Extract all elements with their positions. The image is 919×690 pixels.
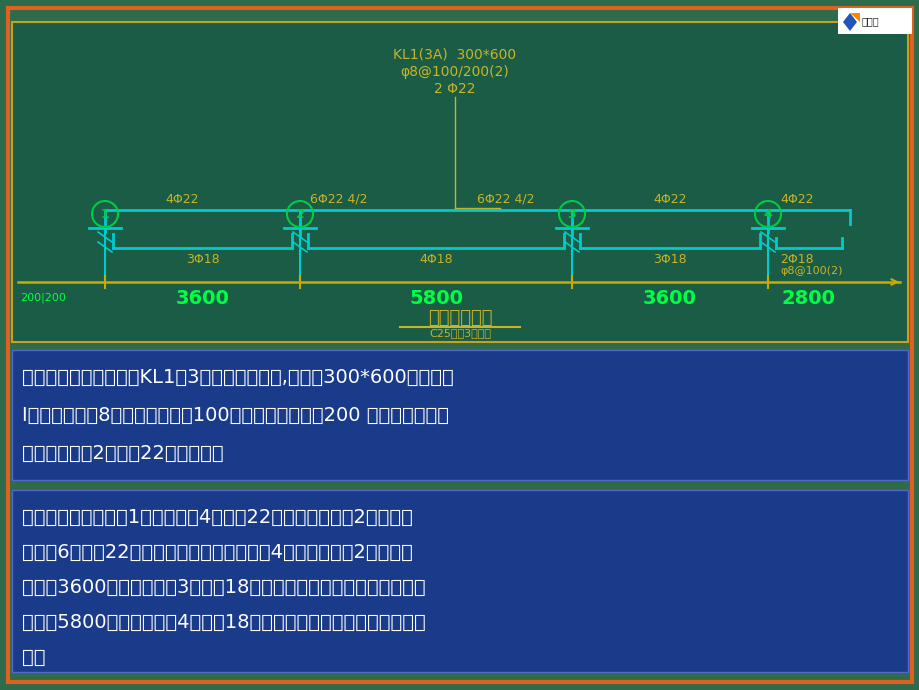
Text: 2800: 2800 [781,288,835,308]
Polygon shape [842,13,857,31]
Text: 3Φ18: 3Φ18 [652,253,686,266]
Text: 6Φ22 4/2: 6Φ22 4/2 [310,193,367,206]
Bar [12,22,907,342]
Text: 2Φ18: 2Φ18 [779,253,812,266]
Text: 4Φ22: 4Φ22 [779,193,812,206]
Text: 4Φ22: 4Φ22 [165,193,199,206]
Text: φ8@100/200(2): φ8@100/200(2) [400,65,509,79]
Bar [837,8,911,34]
Text: 原位标注表示：支座1上部纵筋为4根直径22的二级钢，支座2两边上部: 原位标注表示：支座1上部纵筋为4根直径22的二级钢，支座2两边上部 [22,508,413,527]
Text: 200|200: 200|200 [20,293,66,303]
Text: 6Φ22 4/2: 6Φ22 4/2 [476,193,534,206]
Text: 5800: 5800 [409,288,462,308]
Text: 2: 2 [295,208,304,221]
Text: 3600: 3600 [176,288,229,308]
Bar [12,350,907,480]
Bar [12,490,907,672]
Text: 跨跨距3600，下部纵筋为3根直径18的二级钢，全部伸入支座，；第二: 跨跨距3600，下部纵筋为3根直径18的二级钢，全部伸入支座，；第二 [22,578,425,597]
Text: 4Φ18: 4Φ18 [419,253,452,266]
Text: 3: 3 [567,208,575,221]
Text: 集中标注表示：框架梁KL1，3跨，一端有悬挑,截面为300*600；箍筋为: 集中标注表示：框架梁KL1，3跨，一端有悬挑,截面为300*600；箍筋为 [22,368,453,387]
Text: 推。: 推。 [22,648,45,667]
Text: 4: 4 [763,208,772,221]
Text: KL1(3A)  300*600: KL1(3A) 300*600 [393,48,516,62]
Text: I级钢筋，直径8，加密区间距为100，非加密区间距为200 ，均为两肢箍；: I级钢筋，直径8，加密区间距为100，非加密区间距为200 ，均为两肢箍； [22,406,448,425]
Text: 跨跨距5800，下部纵筋为4根直径18的二级钢，全部伸入支座；以后类: 跨跨距5800，下部纵筋为4根直径18的二级钢，全部伸入支座；以后类 [22,613,425,632]
Text: C25砼，3级抗震: C25砼，3级抗震 [428,328,491,338]
Text: 梁平法表示图: 梁平法表示图 [427,309,492,327]
Text: 答题网: 答题网 [861,16,879,26]
Text: φ8@100(2): φ8@100(2) [779,266,842,276]
Text: 2 Φ22: 2 Φ22 [434,82,475,96]
Text: 3600: 3600 [642,288,697,308]
Text: 1: 1 [100,208,109,221]
Polygon shape [849,13,859,22]
Text: 上部通长筋为2根直径22的二级钢；: 上部通长筋为2根直径22的二级钢； [22,444,223,463]
Text: 3Φ18: 3Φ18 [186,253,219,266]
Text: 纵筋为6根直径22的二级钢分两排，上一排为4根，下一排为2根；第一: 纵筋为6根直径22的二级钢分两排，上一排为4根，下一排为2根；第一 [22,543,413,562]
Text: 4Φ22: 4Φ22 [652,193,686,206]
